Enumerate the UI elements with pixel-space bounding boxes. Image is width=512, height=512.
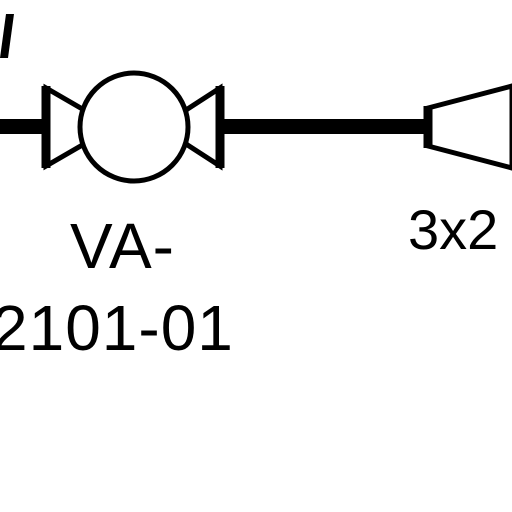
valve-tag-line-2: 2101-01 [0, 292, 234, 364]
valve-tag-line-1: VA- [70, 210, 175, 282]
reducer-size-label: 3x2 [408, 198, 499, 261]
reducer-icon [423, 83, 512, 171]
valve-ball-circle [77, 70, 191, 184]
pipe-line-center [222, 119, 430, 134]
valve-right-body [183, 83, 223, 171]
diagonal-line-segment [0, 14, 14, 58]
ball-valve-icon [41, 70, 225, 184]
pipe-line-left [0, 119, 44, 134]
reducer-body [425, 83, 512, 171]
